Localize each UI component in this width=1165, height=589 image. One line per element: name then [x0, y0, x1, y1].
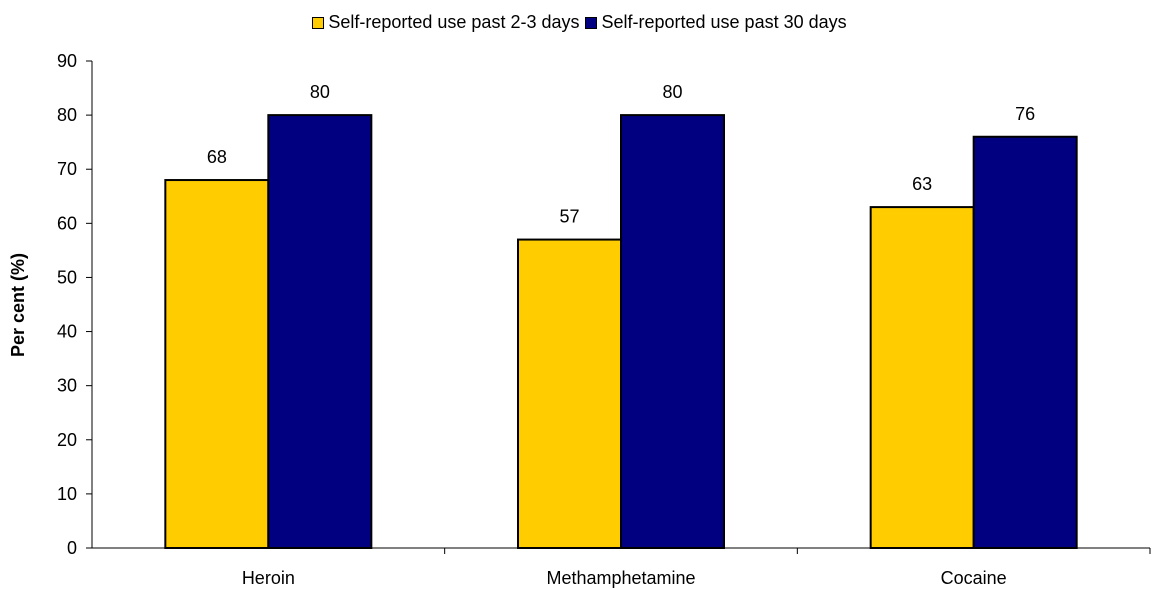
bar-heroin-series-1 [164, 179, 270, 550]
y-tick-label: 0 [67, 538, 77, 558]
legend-label-series-2: Self-reported use past 30 days [601, 12, 847, 32]
data-label: 80 [310, 82, 330, 102]
x-tick-label: Heroin [242, 568, 295, 588]
data-label: 63 [912, 174, 932, 194]
y-axis-label: Per cent (%) [8, 253, 28, 357]
y-tick-label: 10 [57, 484, 77, 504]
data-label: 68 [207, 147, 227, 167]
y-tick-label: 60 [57, 213, 77, 233]
legend-item-series-2: Self-reported use past 30 days [585, 12, 847, 33]
legend-item-series-1: Self-reported use past 2-3 days [312, 12, 579, 33]
bar-heroin-series-2 [267, 114, 373, 549]
y-tick-label: 90 [57, 51, 77, 71]
legend-swatch-series-2 [585, 16, 598, 29]
legend: Self-reported use past 2-3 days Self-rep… [0, 12, 1165, 33]
legend-label-series-1: Self-reported use past 2-3 days [328, 12, 580, 32]
bar-cocaine-series-2 [972, 135, 1078, 549]
data-label: 57 [559, 207, 579, 227]
y-tick-label: 70 [57, 159, 77, 179]
x-tick-label: Cocaine [941, 568, 1007, 588]
data-label: 80 [662, 82, 682, 102]
bar-methamphetamine-series-1 [517, 238, 622, 549]
data-label: 76 [1015, 104, 1035, 124]
y-tick-label: 20 [57, 430, 77, 450]
y-tick-label: 80 [57, 105, 77, 125]
x-tick-label: Methamphetamine [546, 568, 695, 588]
legend-swatch-series-1 [312, 16, 325, 29]
bar-cocaine-series-1 [869, 206, 975, 549]
y-tick-label: 30 [57, 376, 77, 396]
y-tick-label: 50 [57, 267, 77, 287]
bar-methamphetamine-series-2 [620, 114, 725, 549]
y-tick-label: 40 [57, 322, 77, 342]
